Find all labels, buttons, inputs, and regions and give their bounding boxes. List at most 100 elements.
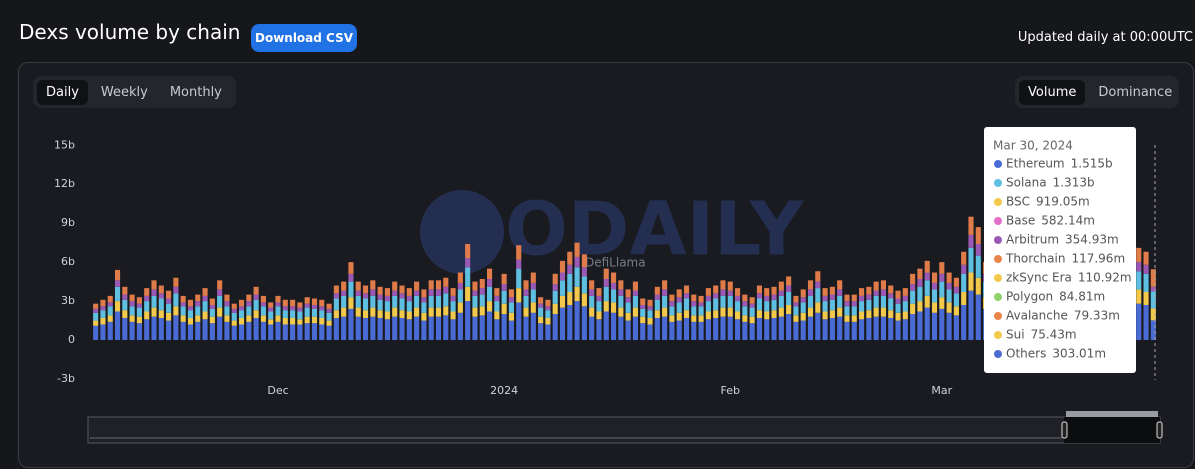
bar-segment — [581, 293, 587, 307]
metric-option[interactable]: Dominance — [1098, 84, 1173, 100]
watermark: ODAILY — [505, 187, 805, 273]
bar-segment — [465, 301, 471, 341]
bar-segment — [231, 325, 237, 341]
bar-segment — [275, 295, 281, 303]
bar-segment — [297, 324, 303, 341]
bar-segment — [129, 315, 135, 322]
bar-segment — [851, 321, 857, 341]
bar-segment — [158, 317, 164, 341]
period-option[interactable]: Monthly — [169, 84, 222, 100]
bar-segment — [632, 307, 638, 317]
bar-segment — [1150, 269, 1156, 287]
bar-segment — [158, 285, 164, 294]
bar-segment — [304, 316, 310, 324]
bar-segment — [669, 306, 675, 316]
period-toggle: Daily Weekly Monthly — [33, 76, 236, 108]
bar-segment — [640, 304, 646, 309]
bar-segment — [297, 302, 303, 308]
bar-segment — [217, 289, 223, 296]
bar-segment — [771, 317, 777, 341]
bar-segment — [107, 306, 113, 316]
bar-segment — [662, 280, 668, 290]
bar-segment — [888, 293, 894, 299]
bar-segment — [421, 289, 427, 298]
bar-segment — [202, 311, 208, 320]
tooltip-name: BSC — [1006, 195, 1030, 209]
bar-segment — [895, 303, 901, 313]
bar-segment — [917, 311, 923, 341]
bar-segment — [93, 303, 99, 309]
tooltip-dot — [994, 274, 1002, 282]
bar-segment — [807, 307, 814, 317]
bar-segment — [516, 245, 522, 260]
tooltip-value: 354.93m — [1065, 233, 1119, 247]
tooltip-value: 1.515b — [1071, 157, 1113, 171]
bar-segment — [931, 272, 938, 283]
bar-segment — [122, 294, 128, 300]
bar-segment — [260, 315, 266, 322]
bar-segment — [698, 315, 704, 322]
bar-segment — [268, 324, 274, 341]
bar-segment — [895, 312, 901, 321]
bar-segment — [888, 317, 894, 341]
bar-segment — [479, 306, 485, 316]
bar-segment — [421, 312, 427, 321]
bar-segment — [1136, 262, 1142, 272]
period-option[interactable]: Daily — [37, 79, 88, 105]
bar-segment — [195, 306, 201, 316]
bar-segment — [807, 289, 814, 296]
tooltip-value: 84.81m — [1059, 290, 1105, 304]
bar-segment — [742, 294, 748, 302]
bar-segment — [231, 303, 237, 309]
bar-segment — [341, 295, 347, 308]
bar-segment — [917, 268, 923, 280]
bar-segment — [968, 234, 974, 248]
metric-option[interactable]: Volume — [1019, 79, 1086, 105]
bar-segment — [114, 280, 121, 287]
bar-segment — [727, 290, 733, 296]
update-note: Updated daily at 00:00UTC — [1017, 30, 1193, 45]
bar-segment — [187, 324, 194, 341]
bar-segment — [523, 307, 529, 317]
bar-segment — [195, 301, 201, 307]
period-option[interactable]: Weekly — [100, 84, 148, 100]
bar-segment — [786, 292, 792, 305]
bar-segment — [888, 285, 894, 294]
bar-segment — [669, 301, 675, 307]
bar-segment — [202, 319, 208, 341]
bar-segment — [713, 298, 719, 311]
download-button[interactable]: Download CSV — [251, 24, 357, 52]
bar-segment — [574, 301, 580, 341]
bar-segment — [341, 316, 347, 341]
bar-segment — [173, 286, 179, 294]
bar-segment — [844, 294, 850, 302]
bar-segment — [742, 306, 748, 316]
bar-segment — [859, 301, 865, 312]
bar-segment — [122, 286, 128, 295]
bar-segment — [764, 301, 770, 312]
bar-segment — [574, 242, 580, 257]
bar-segment — [880, 295, 887, 308]
bar-segment — [691, 315, 697, 322]
bar-segment — [319, 299, 325, 307]
bar-segment — [880, 307, 887, 317]
bar-segment — [822, 319, 828, 341]
bar-segment — [166, 312, 172, 321]
bar-segment — [778, 316, 784, 341]
bar-segment — [333, 293, 339, 299]
bar-segment — [931, 282, 938, 290]
bar-segment — [632, 290, 638, 296]
bar-segment — [486, 311, 493, 341]
x-tick-label: Dec — [267, 384, 288, 397]
bar-segment — [202, 301, 208, 312]
bar-segment — [311, 304, 318, 309]
bar-segment — [625, 320, 631, 341]
bar-segment — [370, 289, 376, 296]
bar-segment — [465, 286, 471, 302]
tooltip-title: Mar 30, 2024 — [993, 139, 1073, 153]
bar-segment — [399, 285, 405, 294]
bar-segment — [209, 298, 215, 305]
bar-segment — [771, 286, 777, 295]
tooltip-dot — [994, 160, 1002, 168]
bar-segment — [107, 302, 113, 307]
